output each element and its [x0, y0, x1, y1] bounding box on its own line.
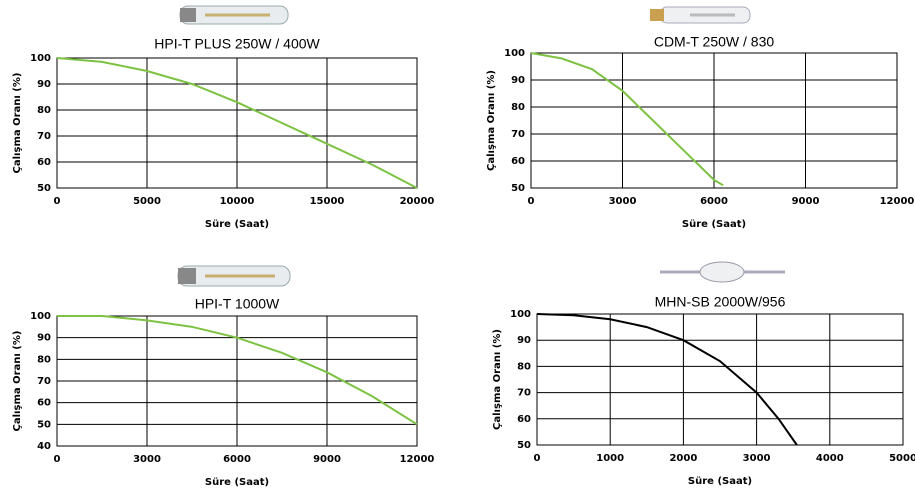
- lamp-icon: [178, 266, 290, 286]
- y-tick-label: 100: [30, 311, 51, 322]
- x-tick-label: 3000: [609, 196, 637, 207]
- x-axis-label: Süre (Saat): [688, 476, 752, 487]
- y-tick-label: 70: [37, 131, 51, 142]
- plot-area: [537, 314, 903, 445]
- lamp-icon: [180, 6, 288, 24]
- y-tick-label: 50: [517, 440, 531, 451]
- chart-title: MHN-SB 2000W/956: [655, 294, 786, 310]
- y-tick-label: 50: [511, 183, 525, 194]
- y-tick-label: 60: [37, 157, 51, 168]
- chart-title: HPI-T 1000W: [195, 296, 280, 312]
- x-tick-label: 0: [54, 196, 61, 207]
- lamp-icon: [650, 7, 750, 23]
- y-tick-label: 40: [37, 441, 51, 452]
- y-tick-label: 60: [511, 156, 525, 167]
- y-tick-label: 50: [37, 419, 51, 430]
- x-tick-label: 0: [534, 453, 541, 464]
- x-tick-label: 3000: [133, 454, 161, 465]
- y-tick-label: 100: [30, 53, 51, 64]
- x-tick-label: 20000: [400, 196, 435, 207]
- y-tick-label: 70: [517, 388, 531, 399]
- y-tick-label: 80: [37, 105, 51, 116]
- y-tick-label: 80: [511, 102, 525, 113]
- page: 506070809010005000100001500020000HPI-T P…: [0, 0, 915, 495]
- x-tick-label: 0: [528, 196, 535, 207]
- x-axis-label: Süre (Saat): [205, 219, 269, 230]
- x-tick-label: 5000: [889, 453, 915, 464]
- y-tick-label: 90: [37, 333, 51, 344]
- x-tick-label: 12000: [880, 196, 915, 207]
- x-tick-label: 0: [54, 454, 61, 465]
- y-tick-label: 90: [511, 75, 525, 86]
- y-tick-label: 60: [37, 398, 51, 409]
- y-tick-label: 90: [517, 335, 531, 346]
- y-tick-label: 80: [517, 361, 531, 372]
- y-axis-label: Çalışma Oranı (%): [486, 70, 497, 171]
- y-axis-label: Çalışma Oranı (%): [492, 329, 503, 430]
- x-tick-label: 9000: [313, 454, 341, 465]
- y-tick-label: 100: [504, 48, 525, 59]
- y-tick-label: 70: [511, 129, 525, 140]
- x-tick-label: 15000: [310, 196, 345, 207]
- x-tick-label: 4000: [816, 453, 844, 464]
- y-tick-label: 100: [510, 309, 531, 320]
- x-axis-label: Süre (Saat): [205, 477, 269, 488]
- x-tick-label: 1000: [596, 453, 624, 464]
- x-tick-label: 12000: [400, 454, 435, 465]
- x-tick-label: 5000: [133, 196, 161, 207]
- y-tick-label: 50: [37, 183, 51, 194]
- y-axis-label: Çalışma Oranı (%): [12, 73, 23, 174]
- chart-title: HPI-T PLUS 250W / 400W: [154, 36, 320, 52]
- y-tick-label: 90: [37, 79, 51, 90]
- y-tick-label: 70: [37, 376, 51, 387]
- x-tick-label: 10000: [220, 196, 255, 207]
- y-axis-label: Çalışma Oranı (%): [12, 331, 23, 432]
- x-tick-label: 3000: [743, 453, 771, 464]
- x-tick-label: 2000: [669, 453, 697, 464]
- x-tick-label: 6000: [223, 454, 251, 465]
- chart-title: CDM-T 250W / 830: [654, 34, 775, 50]
- lamp-icon: [660, 262, 785, 282]
- y-tick-label: 60: [517, 414, 531, 425]
- x-tick-label: 9000: [792, 196, 820, 207]
- y-tick-label: 80: [37, 354, 51, 365]
- x-tick-label: 6000: [700, 196, 728, 207]
- x-axis-label: Süre (Saat): [682, 219, 746, 230]
